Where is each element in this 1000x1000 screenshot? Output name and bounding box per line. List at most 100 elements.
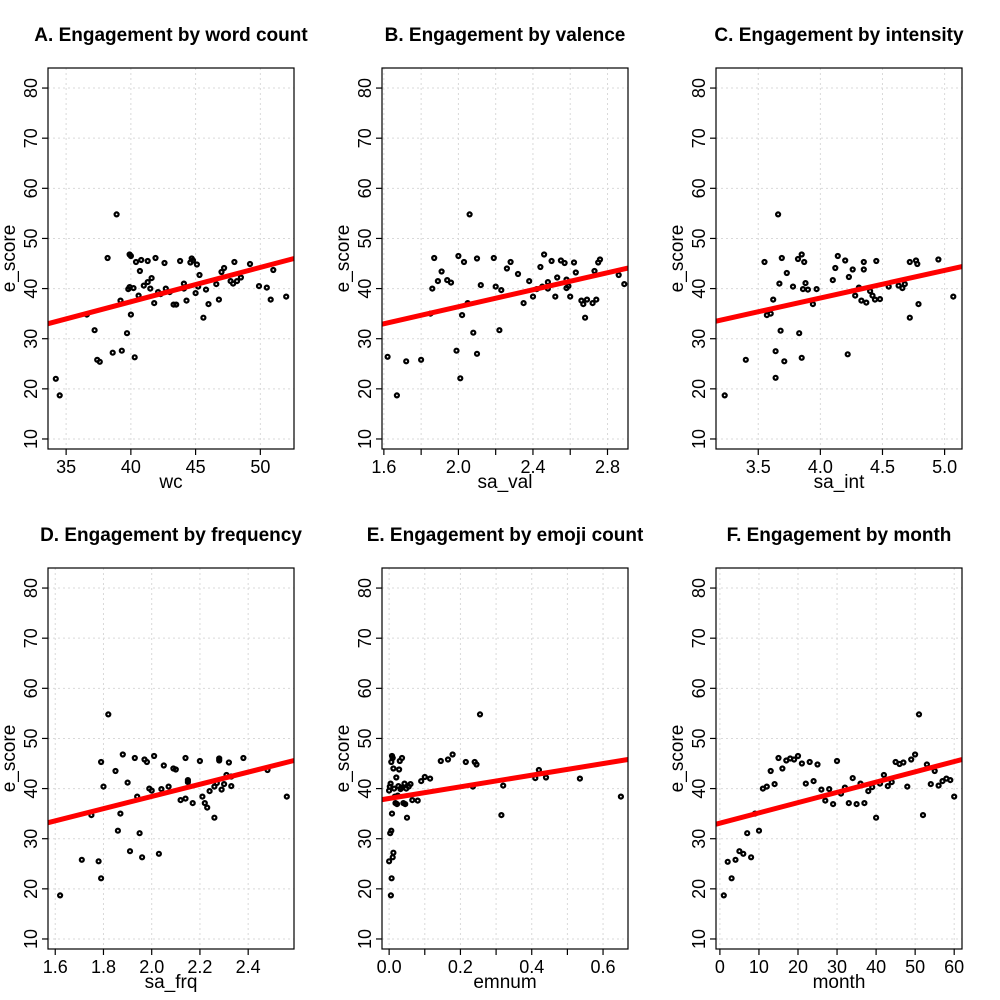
y-tick-label: 40	[21, 279, 41, 299]
data-point	[414, 797, 421, 804]
data-point	[455, 252, 462, 260]
data-point	[744, 830, 751, 837]
data-point	[211, 814, 218, 821]
data-point	[473, 761, 480, 768]
data-point	[401, 780, 408, 787]
y-tick-label: 40	[689, 279, 709, 299]
x-tick-label: 30	[827, 957, 847, 977]
y-tick-label: 80	[689, 578, 709, 598]
data-point	[794, 752, 802, 760]
data-point	[774, 211, 782, 218]
x-tick-label: 1.6	[43, 957, 68, 977]
y-tick-label: 30	[689, 829, 709, 849]
regression-line	[715, 264, 963, 324]
data-point	[447, 279, 455, 286]
data-point	[740, 850, 747, 857]
x-tick-label: 2.2	[187, 957, 212, 977]
data-point	[196, 271, 203, 279]
data-point	[189, 257, 197, 264]
y-axis-label: e_score	[667, 225, 688, 293]
data-point	[935, 782, 942, 789]
data-point	[202, 286, 210, 293]
data-point	[570, 259, 578, 266]
data-point	[215, 296, 222, 303]
data-point	[476, 711, 484, 718]
data-point	[790, 756, 798, 763]
data-point	[140, 282, 147, 289]
data-point	[869, 292, 876, 299]
data-point	[781, 358, 788, 365]
y-tick-label: 80	[689, 78, 709, 98]
x-tick-label: 0.6	[591, 957, 616, 977]
data-point	[144, 279, 151, 286]
data-point	[255, 283, 263, 290]
data-point	[444, 756, 452, 763]
data-point	[409, 796, 416, 804]
data-point	[96, 358, 103, 365]
x-axis-label: wc	[158, 472, 182, 493]
data-point	[151, 300, 158, 307]
data-point	[402, 800, 409, 808]
data-point	[858, 297, 865, 304]
panel-5: E. Engagement by emoji count 0.0 0.2 0.4 0.6…	[333, 525, 644, 993]
data-point	[127, 311, 134, 318]
data-point	[52, 375, 59, 382]
y-tick-label: 50	[355, 728, 375, 748]
data-point	[152, 254, 159, 262]
regression-line	[381, 757, 629, 803]
y-tick-label: 20	[21, 379, 41, 399]
data-point	[407, 780, 414, 788]
y-tick-label: 80	[21, 78, 41, 98]
data-point	[173, 301, 180, 308]
data-point	[267, 296, 274, 303]
data-point	[158, 785, 165, 793]
data-point	[418, 356, 425, 363]
x-tick-label: 0.2	[448, 957, 473, 977]
y-tick-label: 60	[689, 678, 709, 698]
x-tick-label: 4.5	[870, 457, 895, 477]
data-point	[205, 301, 212, 308]
data-point	[390, 765, 397, 772]
data-point	[221, 264, 228, 272]
data-point	[915, 711, 923, 718]
plot-frame	[47, 567, 295, 950]
data-point	[804, 286, 812, 293]
y-tick-label: 50	[689, 728, 709, 748]
data-point	[393, 800, 401, 808]
data-point	[201, 799, 208, 807]
data-point	[755, 827, 763, 834]
y-tick-label: 20	[689, 879, 709, 899]
data-point	[384, 353, 391, 360]
data-point	[403, 358, 410, 365]
panel-2: B. Engagement by valence 1.6 2.0 2.4 2.8 10 20…	[333, 25, 629, 493]
data-point	[473, 350, 481, 357]
y-axis-label: e_score	[667, 725, 688, 793]
data-point	[767, 310, 774, 317]
data-point	[561, 259, 568, 267]
data-point	[124, 779, 131, 786]
data-point	[826, 785, 833, 793]
data-point	[118, 347, 125, 354]
data-point	[393, 392, 400, 399]
y-tick-label: 70	[21, 128, 41, 148]
x-tick-label: 2.4	[236, 957, 261, 977]
data-point	[127, 252, 134, 260]
data-point	[927, 780, 934, 788]
x-tick-label: 1.6	[371, 457, 396, 477]
y-tick-label: 70	[689, 628, 709, 648]
panel-title: C. Engagement by intensity	[714, 25, 964, 46]
x-tick-label: 0.4	[519, 957, 544, 977]
data-point	[583, 296, 591, 303]
x-tick-label: 35	[56, 457, 76, 477]
data-point	[950, 293, 957, 300]
data-point	[503, 265, 510, 272]
data-point	[860, 266, 867, 273]
data-point	[806, 758, 813, 766]
x-axis-label: sa_frq	[145, 972, 198, 993]
data-point	[460, 258, 468, 266]
data-point	[580, 301, 587, 308]
data-point	[871, 296, 879, 303]
plot-frame	[715, 567, 963, 950]
y-tick-label: 80	[355, 78, 375, 98]
data-point	[526, 278, 533, 285]
